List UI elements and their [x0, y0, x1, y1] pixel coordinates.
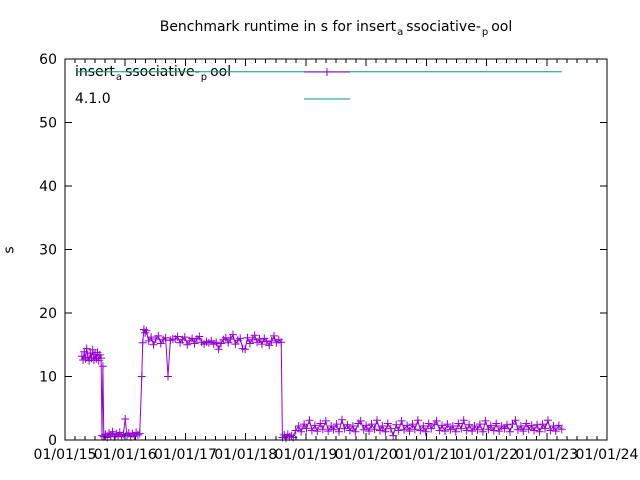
legend-label-text: ssociative-: [125, 64, 200, 80]
title-text: ssociative-: [406, 19, 481, 35]
title-text: ool: [491, 19, 513, 35]
plot-border: [64, 58, 608, 441]
chart-title: Benchmark runtime in s for inserta ssocia…: [16, 18, 640, 42]
legend-label-benchmark-series: inserta ssociative-p ool: [75, 63, 231, 87]
legend-label-version-series: 4.1.0: [75, 91, 111, 107]
legend-label-text: ool: [210, 64, 232, 80]
y-tick-label: 30: [39, 243, 57, 259]
legend-label-text: insert: [75, 64, 115, 80]
x-tick-label: 01/01/17: [154, 447, 217, 463]
y-tick-label: 0: [48, 433, 57, 449]
benchmark-series-line: [81, 329, 563, 440]
title-text: Benchmark runtime in s for insert: [159, 19, 397, 35]
y-tick-label: 20: [39, 306, 57, 322]
y-tick-label: 60: [39, 52, 57, 68]
y-tick-label: 50: [39, 116, 57, 132]
benchmark-series-markers: [77, 325, 566, 443]
title-subscript-p: p: [481, 26, 489, 38]
x-tick-label: 01/01/24: [576, 447, 639, 463]
legend-subscript-a: a: [115, 71, 123, 83]
x-tick-label: 01/01/20: [335, 447, 398, 463]
x-tick-label: 01/01/22: [455, 447, 518, 463]
x-tick-label: 01/01/21: [395, 447, 458, 463]
title-subscript-a: a: [397, 26, 404, 38]
x-tick-label: 01/01/15: [34, 447, 97, 463]
legend-sample-marker-benchmark: [323, 68, 331, 76]
x-tick-label: 01/01/19: [274, 447, 337, 463]
y-tick-label: 10: [39, 370, 57, 386]
x-tick-label: 01/01/16: [94, 447, 157, 463]
x-tick-label: 01/01/23: [515, 447, 578, 463]
legend-subscript-p: p: [200, 71, 208, 83]
y-tick-label: 40: [39, 179, 57, 195]
x-tick-label: 01/01/18: [214, 447, 277, 463]
y-axis-label: s: [1, 246, 18, 254]
